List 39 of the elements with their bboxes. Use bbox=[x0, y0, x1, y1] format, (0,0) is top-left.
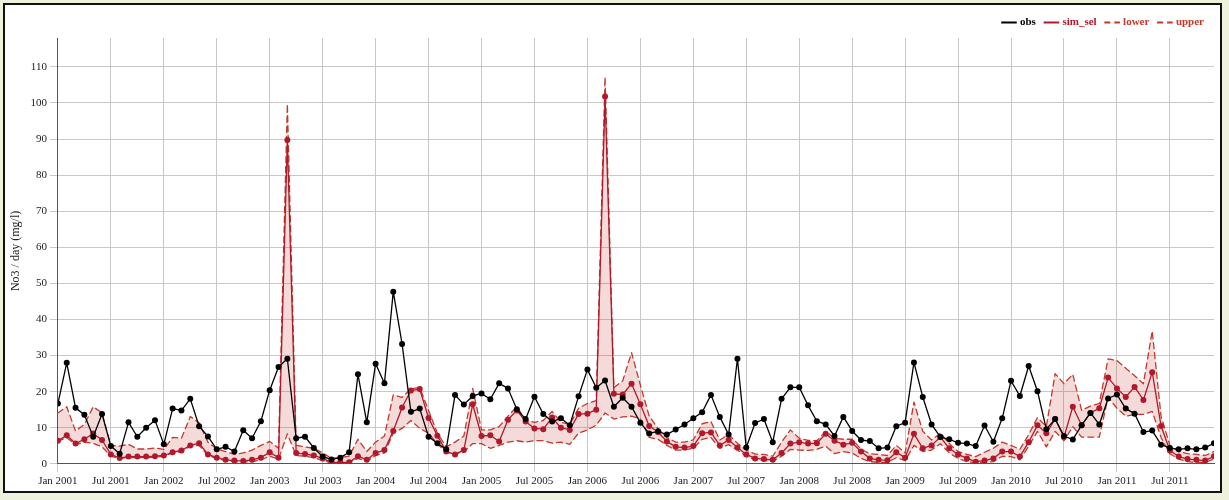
legend-label: upper bbox=[1175, 15, 1205, 28]
x-tick-label: Jan 2003 bbox=[249, 474, 290, 487]
x-tick-label: Jul 2001 bbox=[92, 474, 130, 487]
x-tick-label: Jul 2010 bbox=[1045, 474, 1084, 487]
y-tick-label: 70 bbox=[35, 204, 48, 217]
x-tick-label: Jul 2008 bbox=[833, 474, 872, 487]
x-tick-label: Jan 2010 bbox=[991, 474, 1032, 487]
x-tick-label: Jul 2004 bbox=[409, 474, 448, 487]
y-tick-label: 90 bbox=[35, 131, 48, 144]
x-tick-label: Jan 2011 bbox=[1097, 474, 1137, 487]
y-tick-label: 60 bbox=[35, 240, 48, 253]
x-tick-label: Jan 2004 bbox=[355, 474, 396, 487]
x-tick-label: Jan 2009 bbox=[885, 474, 926, 487]
y-tick-label: 30 bbox=[35, 348, 48, 361]
x-tick-label: Jul 2002 bbox=[197, 474, 236, 487]
y-tick-label: 0 bbox=[41, 456, 48, 469]
x-tick-label: Jul 2006 bbox=[621, 474, 660, 487]
x-tick-label: Jul 2009 bbox=[939, 474, 978, 487]
x-tick-label: Jul 2003 bbox=[303, 474, 342, 487]
x-tick-label: Jul 2007 bbox=[727, 474, 766, 487]
y-tick-label: 10 bbox=[35, 420, 48, 433]
x-tick-label: Jan 2005 bbox=[461, 474, 502, 487]
y-tick-label: 40 bbox=[35, 312, 48, 325]
x-tick-label: Jan 2008 bbox=[779, 474, 820, 487]
y-tick-label: 110 bbox=[30, 59, 48, 72]
legend-label: sim_sel bbox=[1062, 15, 1097, 28]
y-axis-title: No3 / day (mg/l) bbox=[8, 210, 23, 292]
x-tick-label: Jan 2007 bbox=[673, 474, 714, 487]
x-tick-label: Jan 2006 bbox=[567, 474, 608, 487]
x-tick-label: Jan 2002 bbox=[144, 474, 184, 487]
legend-label: obs bbox=[1020, 15, 1037, 28]
y-tick-label: 80 bbox=[35, 168, 48, 181]
x-tick-label: Jan 2001 bbox=[38, 474, 78, 487]
y-tick-label: 50 bbox=[35, 276, 48, 289]
y-tick-label: 20 bbox=[35, 384, 48, 397]
x-tick-label: Jul 2005 bbox=[515, 474, 554, 487]
y-tick-label: 100 bbox=[30, 95, 48, 108]
x-tick-label: Jul 2011 bbox=[1151, 474, 1189, 487]
legend-label: lower bbox=[1123, 15, 1150, 28]
